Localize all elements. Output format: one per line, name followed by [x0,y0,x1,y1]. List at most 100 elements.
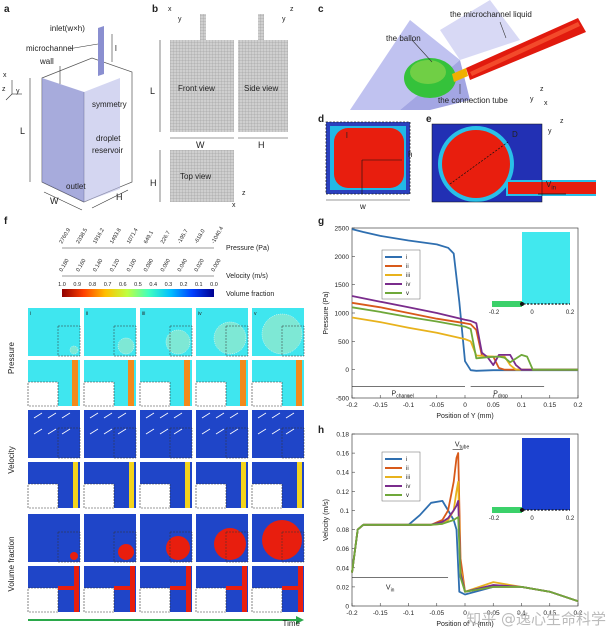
pressure-tick: 1916.2 [92,227,106,245]
pressure-tick: -1040.4 [211,226,226,245]
velocity-arrow [173,412,183,419]
velocity-arrow [145,428,155,435]
velocity-tick: 0.100 [126,258,138,273]
velocity-tick: 0.000 [211,258,223,273]
vf-scale-label: Volume fraction [226,291,274,298]
row-label: Pressure [7,341,16,374]
droplet-shape [70,552,78,560]
x-tick-label: 0 [463,610,467,617]
dim-b-H-side: H [258,140,265,150]
sim-wall-region [139,587,171,613]
panel-e-section [431,123,596,203]
y-tick-label: 0.18 [336,432,349,439]
pressure-tick: -195.7 [177,228,190,245]
dim-L: L [20,126,26,136]
y-axis-label: Velocity (m/s) [323,499,330,541]
velocity-arrow [33,428,43,435]
zoom-box [169,531,193,563]
series-line-v [351,306,578,371]
pressure-tick: 649.1 [143,230,155,245]
label-wall: wall [40,57,54,66]
panel-letter-f: f [4,216,8,227]
dim-e-D: D [512,130,518,139]
legend-label-iii: iii [406,273,410,279]
inset-tick: -0.2 [489,310,500,316]
channel-velocity [241,462,246,508]
y-tick-label: 0 [345,367,349,374]
pressure-tick: 1493.8 [109,227,123,245]
x-tick-label: -0.2 [346,610,358,617]
velocity-tick: 0.060 [160,258,172,273]
sim-cell [251,308,305,407]
top-view-mesh [170,150,234,202]
sim-wall-region [83,483,115,509]
wall-plane [42,78,84,202]
p-channel-label: Pchannel [392,391,414,400]
channel-liquid [298,566,303,612]
channel-pressure [128,360,134,406]
vf-tick: 0.7 [104,282,112,288]
droplet-shape [214,528,246,560]
droplet-pressure [69,345,79,355]
zoom-box [57,325,81,357]
legend-label-ii: ii [406,466,409,472]
sim-wall-region [83,587,115,613]
axis-b-x2: x [232,202,236,209]
legend-label-i: i [406,255,407,261]
sim-cell [27,308,81,407]
channel-liquid [74,566,79,612]
panel-d-section [325,121,411,201]
label-outlet: outlet [66,182,86,191]
velocity-arrow [201,412,211,419]
panel-letter-e: e [426,114,432,125]
velocity-arrow [215,412,225,419]
col-label: i [30,311,31,317]
pressure-tick: 2760.9 [59,227,73,245]
inset-tick: 0 [530,310,534,316]
velocity-tick: 0.020 [194,258,206,273]
col-label: iii [142,311,145,317]
x-axis-label: Position of Y (mm) [436,413,493,420]
panel-letter-g: g [318,216,325,227]
sim-top-view [140,410,192,458]
p-drop-sub: drop [498,394,508,400]
vf-tick: 0.9 [73,282,81,288]
velocity-tick: 0.160 [75,258,87,273]
inset-reservoir [522,438,570,510]
velocity-arrow [117,428,127,435]
x-tick-label: -0.05 [429,610,444,617]
col-label: ii [86,311,88,317]
y-tick-label: 1000 [335,311,350,318]
dim-b-W: W [196,140,205,150]
channel-liquid [130,566,135,612]
legend-label-i: i [406,457,407,463]
label-top-view: Top view [180,172,212,181]
film [226,586,242,590]
x-axis-label: Position of Y (mm) [436,621,493,628]
inset-tick: 0.2 [566,516,575,522]
panel-letter-h: h [318,425,325,436]
dim-d-h: h [408,150,413,159]
channel-pressure [296,360,302,406]
zoom-box [225,531,249,563]
droplet-pressure [213,321,247,355]
time-arrow-head [296,616,304,624]
velocity-arrow [271,412,281,419]
dim-b-L: L [150,86,156,96]
sim-cell [83,308,137,407]
velocity-arrow [117,412,127,419]
vf-tick: 0.2 [180,282,188,288]
velocity-arrow [61,428,71,435]
inset-tick: 0.2 [566,310,575,316]
inset-geometry [492,232,570,307]
inset-channel [492,301,522,307]
x-tick-label: -0.1 [403,610,415,617]
row-label: Velocity [7,446,16,474]
row-label: Volume fraction [7,536,16,591]
x-tick-label: -0.2 [346,402,358,409]
sim-wall-region [195,483,227,509]
x-tick-label: 0.2 [573,402,582,409]
sim-wall-region [195,381,227,407]
sim-cell [251,410,305,509]
